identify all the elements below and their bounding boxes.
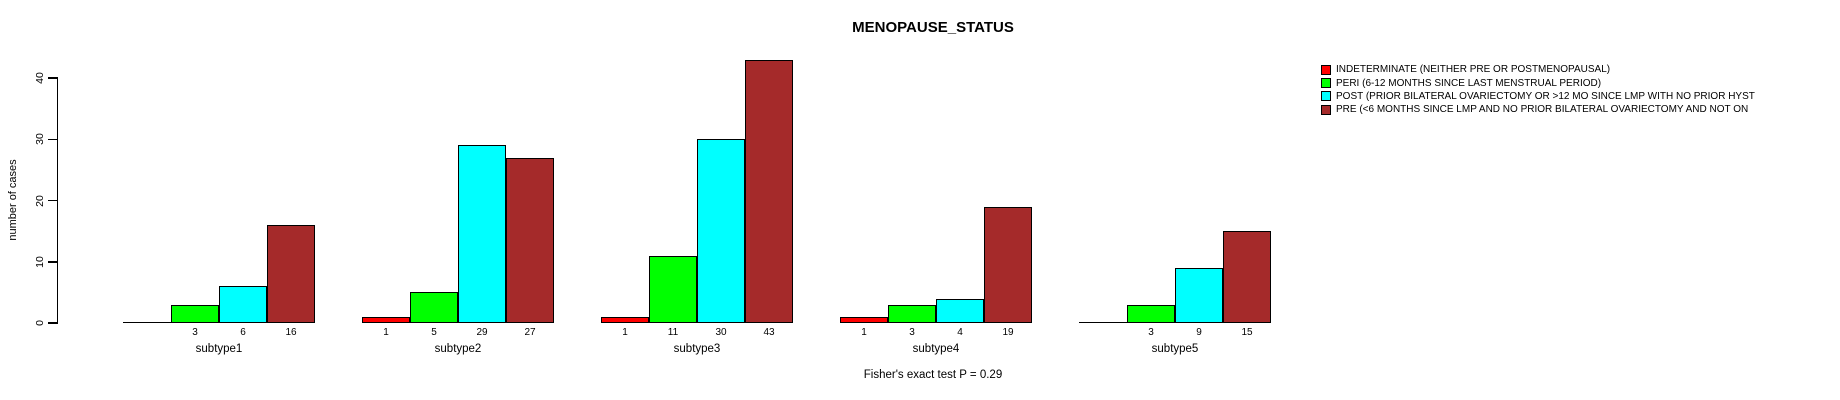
y-tick-label: 20 bbox=[34, 194, 46, 207]
bar-value-label: 3 bbox=[192, 327, 198, 338]
bar-subtype5 bbox=[1175, 267, 1223, 323]
bar-subtype3 bbox=[697, 139, 745, 323]
legend-color-swatch bbox=[1321, 91, 1331, 102]
legend-item: PERI (6-12 MONTHS SINCE LAST MENSTRUAL P… bbox=[1321, 76, 1813, 89]
legend: INDETERMINATE (NEITHER PRE OR POSTMENOPA… bbox=[1321, 63, 1813, 117]
y-tick-mark bbox=[48, 77, 57, 79]
bar-subtype1 bbox=[171, 304, 219, 323]
y-axis-line bbox=[56, 77, 58, 324]
bar-value-label: 3 bbox=[909, 327, 915, 338]
bar-subtype4 bbox=[888, 304, 936, 323]
bar-subtype2 bbox=[362, 316, 410, 323]
bar-subtype4 bbox=[984, 206, 1032, 323]
category-label: subtype1 bbox=[195, 343, 243, 355]
legend-item: PRE (<6 MONTHS SINCE LMP AND NO PRIOR BI… bbox=[1321, 103, 1813, 116]
bar-value-label: 30 bbox=[715, 327, 727, 338]
y-tick-label: 0 bbox=[34, 320, 46, 326]
category-label: subtype3 bbox=[673, 343, 721, 355]
legend-item-label: POST (PRIOR BILATERAL OVARIECTOMY OR >12… bbox=[1336, 90, 1755, 102]
legend-item-label: INDETERMINATE (NEITHER PRE OR POSTMENOPA… bbox=[1336, 64, 1611, 76]
bar-subtype5 bbox=[1127, 304, 1175, 323]
legend-item: INDETERMINATE (NEITHER PRE OR POSTMENOPA… bbox=[1321, 63, 1813, 76]
bar-subtype1 bbox=[267, 225, 315, 323]
bar-value-label: 27 bbox=[524, 327, 536, 338]
bar-subtype4 bbox=[936, 298, 984, 323]
bar-value-label: 1 bbox=[622, 327, 628, 338]
y-axis-title: number of cases bbox=[7, 159, 19, 241]
bar-value-label: 9 bbox=[1196, 327, 1202, 338]
bar-value-label: 43 bbox=[763, 327, 775, 338]
y-tick-mark bbox=[48, 138, 57, 140]
y-tick-mark bbox=[48, 322, 57, 324]
legend-color-swatch bbox=[1321, 104, 1331, 115]
legend-color-swatch bbox=[1321, 78, 1331, 89]
bar-subtype2 bbox=[410, 292, 458, 323]
bar-subtype3 bbox=[745, 59, 793, 323]
bar-subtype1 bbox=[219, 286, 267, 323]
bar-value-label: 29 bbox=[476, 327, 488, 338]
bar-value-label: 1 bbox=[383, 327, 389, 338]
y-tick-label: 10 bbox=[34, 255, 46, 268]
y-tick-mark bbox=[48, 199, 57, 202]
fisher-test-annotation: Fisher's exact test P = 0.29 bbox=[863, 369, 1003, 381]
bar-value-label: 6 bbox=[240, 327, 246, 338]
bar-subtype5 bbox=[1223, 231, 1271, 323]
bar-value-label: 16 bbox=[285, 327, 297, 338]
legend-color-swatch bbox=[1321, 64, 1331, 75]
bar-subtype3 bbox=[649, 255, 697, 323]
bar-subtype2 bbox=[458, 145, 506, 323]
bar-value-label: 1 bbox=[861, 327, 867, 338]
chart-title: MENOPAUSE_STATUS bbox=[852, 19, 1014, 36]
y-tick-label: 40 bbox=[34, 72, 46, 84]
bar-value-label: 19 bbox=[1002, 327, 1014, 338]
legend-item: POST (PRIOR BILATERAL OVARIECTOMY OR >12… bbox=[1321, 90, 1813, 103]
category-label: subtype4 bbox=[912, 343, 960, 355]
y-tick-mark bbox=[48, 261, 57, 263]
bar-value-label: 15 bbox=[1241, 327, 1253, 338]
legend-item-label: PRE (<6 MONTHS SINCE LMP AND NO PRIOR BI… bbox=[1336, 104, 1749, 116]
bar-subtype3 bbox=[601, 316, 649, 323]
bar-subtype1-zero bbox=[123, 321, 171, 323]
bar-value-label: 3 bbox=[1148, 327, 1154, 338]
bar-value-label: 4 bbox=[957, 327, 963, 338]
bar-value-label: 11 bbox=[667, 327, 679, 338]
bar-subtype4 bbox=[840, 316, 888, 323]
bar-value-label: 5 bbox=[431, 327, 437, 338]
legend-item-label: PERI (6-12 MONTHS SINCE LAST MENSTRUAL P… bbox=[1336, 77, 1602, 89]
bar-subtype2 bbox=[506, 157, 554, 323]
category-label: subtype5 bbox=[1151, 343, 1199, 355]
y-tick-label: 30 bbox=[34, 133, 46, 146]
bar-subtype5-zero bbox=[1079, 321, 1127, 323]
category-label: subtype2 bbox=[434, 343, 482, 355]
